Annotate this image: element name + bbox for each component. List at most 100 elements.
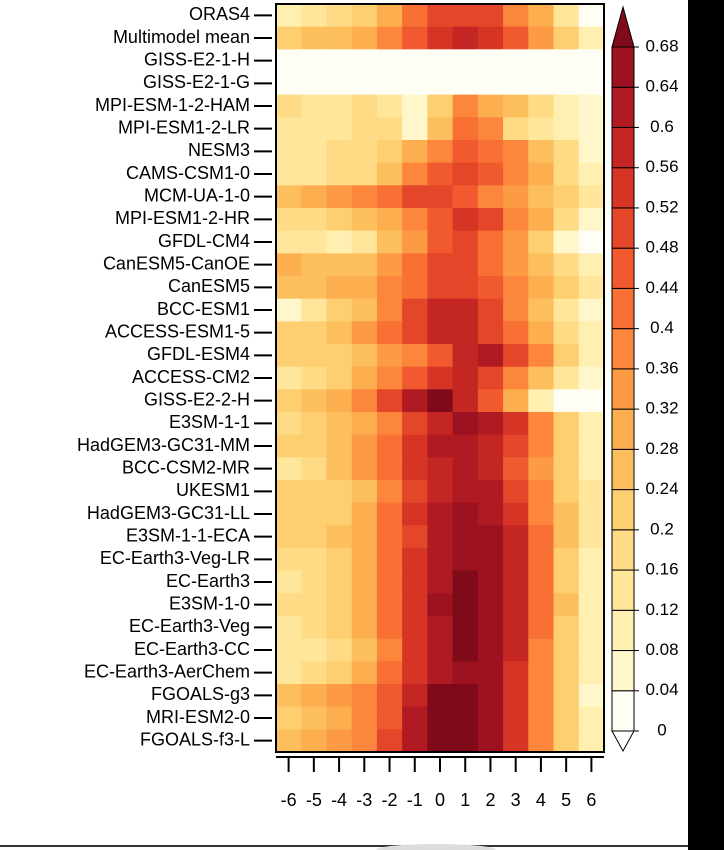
heat-cell	[427, 593, 454, 617]
heat-cell	[578, 321, 605, 345]
colorbar-box	[611, 650, 635, 692]
heat-cell	[578, 208, 605, 232]
colorbar-label: 0.44	[645, 278, 678, 297]
heat-cell	[402, 593, 428, 617]
heat-cell	[553, 140, 580, 164]
heat-cell	[477, 457, 504, 481]
heat-cell	[351, 570, 378, 594]
heat-cell	[351, 26, 378, 50]
heat-cell	[376, 548, 403, 572]
heat-cell	[427, 412, 454, 436]
heat-cell	[427, 298, 454, 322]
heat-cell	[276, 389, 302, 413]
heat-cell	[578, 502, 605, 526]
heat-cell	[477, 185, 504, 209]
heat-cell	[326, 502, 353, 526]
heat-cell	[503, 185, 529, 209]
heat-cell	[578, 344, 605, 368]
heat-cell	[477, 616, 504, 640]
heat-cell	[276, 208, 302, 232]
y-tick-label: MCM-UA-1-0	[144, 185, 250, 205]
heat-cell	[452, 140, 479, 164]
colorbar-box	[611, 328, 635, 370]
heat-cell	[503, 26, 529, 50]
heat-cell	[452, 185, 479, 209]
heat-cell	[578, 570, 605, 594]
heat-cell	[376, 570, 403, 594]
heat-cell	[452, 570, 479, 594]
heat-cell	[503, 389, 529, 413]
heat-cell	[326, 366, 353, 390]
heat-cell	[351, 117, 378, 141]
heat-cell	[276, 684, 302, 708]
y-tick-label: UKESM1	[176, 480, 250, 500]
heat-cell	[528, 94, 555, 118]
heat-cell	[477, 548, 504, 572]
heat-cell	[528, 525, 555, 549]
heat-cell	[402, 26, 428, 50]
colorbar-label: 0.12	[645, 600, 678, 619]
heat-cell	[376, 366, 403, 390]
heat-cell	[427, 344, 454, 368]
heat-cell	[427, 502, 454, 526]
heat-cell	[301, 706, 327, 730]
heat-cell	[452, 26, 479, 50]
heat-cell	[301, 616, 327, 640]
heat-cell	[301, 638, 327, 662]
heat-cell	[553, 253, 580, 277]
colorbar-label: 0.64	[645, 77, 678, 96]
heat-cell	[326, 276, 353, 300]
heat-cell	[351, 593, 378, 617]
heat-cell	[276, 49, 302, 73]
heat-cell	[452, 502, 479, 526]
heat-cell	[402, 525, 428, 549]
heat-cell	[351, 321, 378, 345]
heat-cell	[477, 49, 504, 73]
heat-cell	[528, 457, 555, 481]
heat-cell	[477, 344, 504, 368]
heat-cell	[427, 457, 454, 481]
heat-cell	[402, 548, 428, 572]
heat-cell	[402, 276, 428, 300]
colorbar-label: 0.08	[645, 640, 678, 659]
heat-cell	[376, 4, 403, 28]
heat-cell	[376, 94, 403, 118]
heat-cell	[427, 49, 454, 73]
heat-cell	[578, 298, 605, 322]
heat-cell	[452, 412, 479, 436]
heat-cell	[578, 457, 605, 481]
y-tick-label: CAMS-CSM1-0	[126, 163, 250, 183]
heat-cell	[301, 140, 327, 164]
heat-cell	[553, 276, 580, 300]
heat-cell	[301, 117, 327, 141]
heat-cell	[301, 26, 327, 50]
heat-cell	[326, 208, 353, 232]
colorbar-label: 0.56	[645, 157, 678, 176]
heat-cell	[528, 230, 555, 254]
colorbar-box	[611, 489, 635, 531]
heat-cell	[276, 570, 302, 594]
heat-cell	[578, 72, 605, 96]
x-tick-label: -3	[356, 790, 372, 810]
colorbar-box	[611, 448, 635, 491]
heat-cell	[301, 208, 327, 232]
heat-cell	[402, 49, 428, 73]
heat-cell	[376, 638, 403, 662]
heat-cell	[452, 253, 479, 277]
heat-cell	[578, 185, 605, 209]
heat-cell	[477, 706, 504, 730]
heat-cell	[301, 298, 327, 322]
heat-cell	[301, 389, 327, 413]
heat-cell	[351, 389, 378, 413]
colorbar-label: 0.48	[645, 238, 678, 257]
heat-cell	[402, 729, 428, 753]
heat-cell	[326, 253, 353, 277]
y-tick-label: ACCESS-ESM1-5	[105, 321, 250, 341]
heat-cell	[452, 117, 479, 141]
heat-cell	[427, 230, 454, 254]
heat-cell	[351, 4, 378, 28]
heat-cell	[376, 298, 403, 322]
heat-cell	[553, 49, 580, 73]
heat-cell	[427, 570, 454, 594]
